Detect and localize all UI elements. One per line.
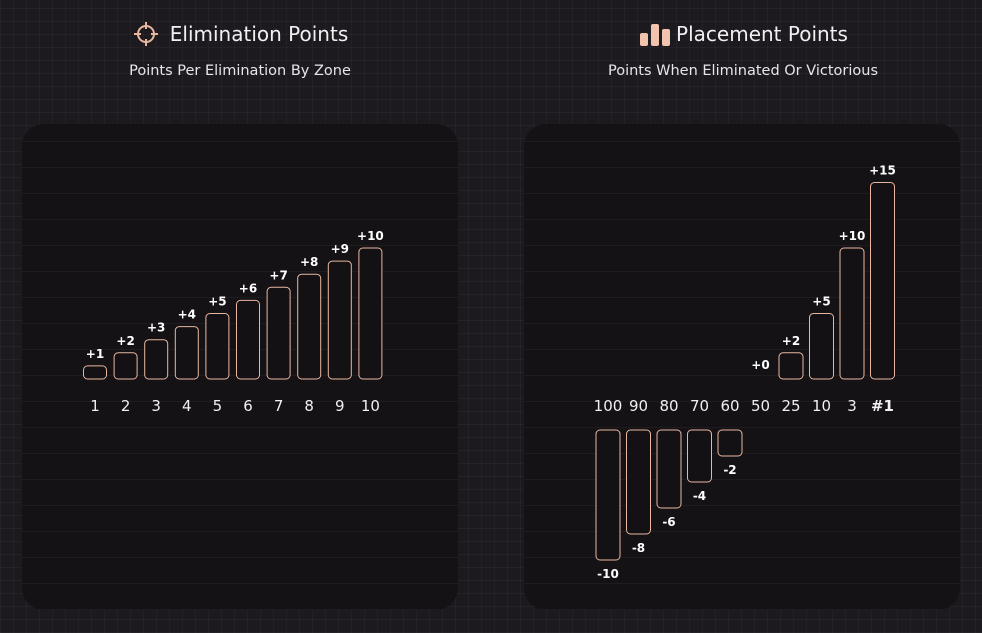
- chart-bar: [358, 247, 383, 380]
- chart-bar: [870, 182, 895, 380]
- chart-bar: [174, 326, 199, 380]
- bar-value-label: +6: [239, 281, 257, 295]
- category-label: 2: [121, 397, 131, 415]
- category-label: 3: [151, 397, 161, 415]
- bar-value-label: +10: [357, 229, 384, 243]
- bar-value-label: +5: [208, 295, 226, 309]
- chart-bar: [327, 260, 352, 380]
- bar-value-label: +1: [86, 347, 104, 361]
- chart-bar: [297, 273, 322, 380]
- bar-value-label: +2: [116, 334, 134, 348]
- bar-value-label: +9: [331, 242, 349, 256]
- category-label: 90: [629, 397, 648, 415]
- elimination-title: Elimination Points: [169, 22, 349, 46]
- bar-value-label: -6: [662, 515, 675, 529]
- category-label: 80: [659, 397, 678, 415]
- placement-title-row: Placement Points: [518, 18, 968, 50]
- category-label: 6: [243, 397, 253, 415]
- bar-value-label: +0: [751, 358, 769, 372]
- bar-chart-icon: [638, 20, 671, 48]
- elimination-title-row: Elimination Points: [15, 18, 465, 50]
- category-label: 25: [781, 397, 800, 415]
- placement-chart: -10 100 -8 90 -6 80 -4 70 -2 60 +0 50 +2 25 +5 10 +10 3 +1…: [594, 164, 896, 582]
- bar-value-label: -4: [693, 489, 706, 503]
- chart-bar: [717, 429, 743, 457]
- chart-bar: [809, 313, 834, 380]
- category-label: #1: [871, 397, 894, 415]
- chart-bar: [144, 339, 169, 380]
- bar-value-label: +5: [812, 295, 830, 309]
- elimination-subtitle: Points Per Elimination By Zone: [129, 63, 351, 79]
- category-label: 10: [361, 397, 380, 415]
- bar-value-label: +15: [869, 164, 896, 178]
- chart-bar: [205, 313, 230, 380]
- placement-title: Placement Points: [676, 22, 848, 46]
- elimination-header: Elimination Points Points Per Eliminatio…: [15, 18, 465, 88]
- chart-bar: [626, 429, 651, 535]
- chart-bar: [83, 365, 107, 380]
- category-label: 70: [690, 397, 709, 415]
- chart-bar: [266, 286, 291, 380]
- bar-value-label: -2: [723, 463, 736, 477]
- category-label: 7: [274, 397, 284, 415]
- chart-bar: [839, 247, 865, 380]
- bar-value-label: -8: [632, 541, 645, 555]
- chart-bar: [113, 352, 138, 380]
- category-label: 10: [812, 397, 831, 415]
- crosshair-icon: [132, 20, 160, 48]
- placement-subtitle: Points When Eliminated Or Victorious: [607, 63, 879, 79]
- elimination-chart: +1 1 +2 2 +3 3 +4 4 +5 5 +6 6 +7 7 +8 8 +9 9 +10 10: [83, 229, 384, 415]
- bar-value-label: +4: [178, 308, 196, 322]
- category-label: 5: [213, 397, 223, 415]
- bar-value-label: +2: [782, 334, 800, 348]
- category-label: 100: [594, 397, 623, 415]
- chart-bar: [778, 352, 804, 380]
- category-label: 50: [751, 397, 770, 415]
- placement-chart-panel: -10 100 -8 90 -6 80 -4 70 -2 60 +0 50 +2 25 +5 10 +10 3 +1…: [524, 124, 960, 610]
- bar-value-label: +8: [300, 255, 318, 269]
- chart-bar: [656, 429, 682, 509]
- bar-value-label: -10: [597, 567, 619, 581]
- category-label: 8: [304, 397, 314, 415]
- category-label: 3: [847, 397, 857, 415]
- category-label: 9: [335, 397, 345, 415]
- bar-value-label: +10: [839, 229, 866, 243]
- category-label: 4: [182, 397, 192, 415]
- bar-value-label: +7: [269, 268, 287, 282]
- placement-header: Placement Points Points When Eliminated …: [518, 18, 968, 88]
- category-label: 60: [720, 397, 739, 415]
- chart-bar: [595, 429, 621, 561]
- bar-value-label: +3: [147, 321, 165, 335]
- chart-bar: [236, 299, 260, 380]
- elimination-chart-panel: +1 1 +2 2 +3 3 +4 4 +5 5 +6 6 +7 7 +8 8 +9 9 +10 10: [22, 124, 458, 610]
- category-label: 1: [90, 397, 100, 415]
- chart-bar: [687, 429, 712, 483]
